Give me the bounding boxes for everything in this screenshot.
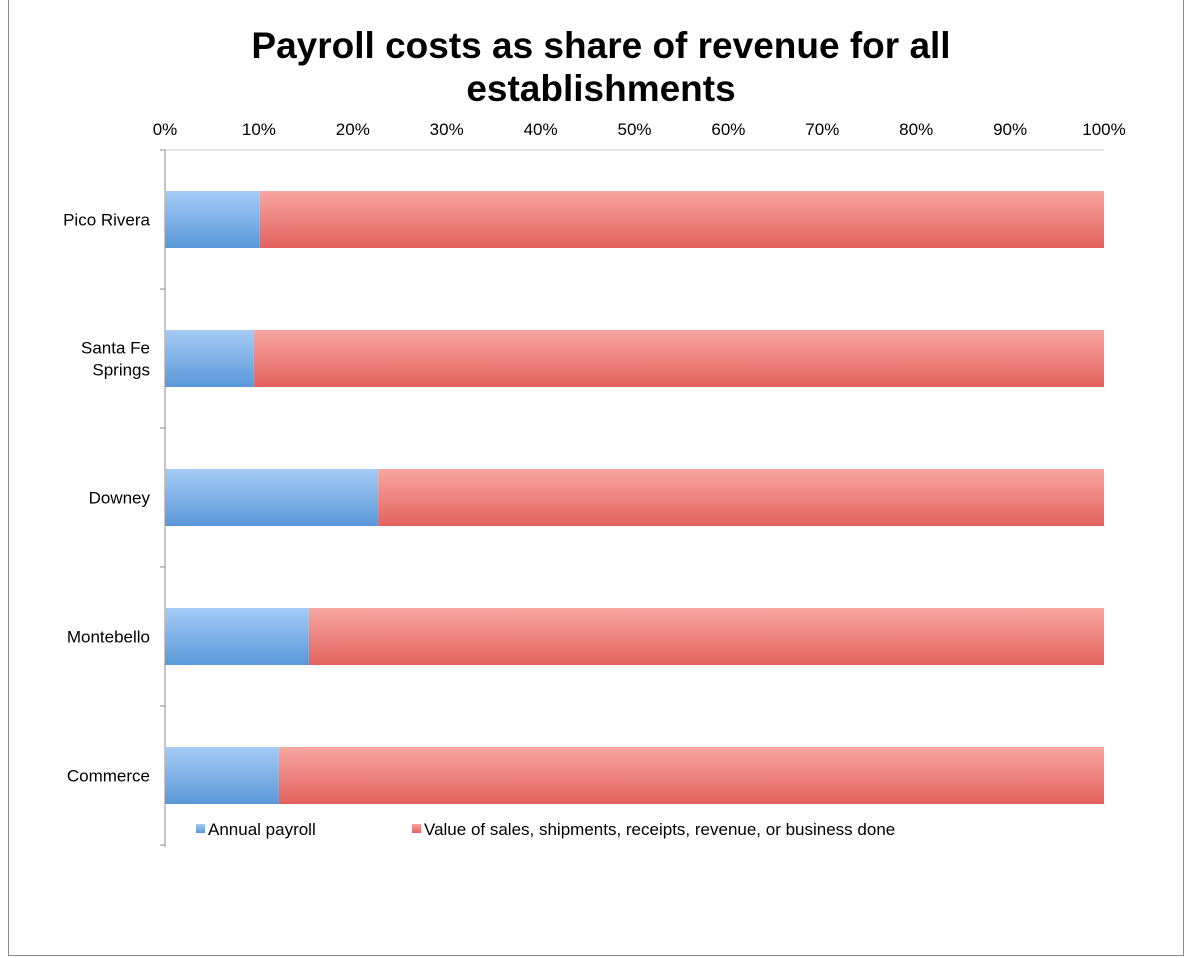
- y-category-label: Pico Rivera: [63, 211, 150, 230]
- x-tick-label: 40%: [524, 120, 558, 139]
- bar-value-of-sales-pico-rivera: [259, 191, 1104, 248]
- legend-swatch-annual-payroll: [196, 824, 205, 833]
- y-category-label: Santa Fe: [81, 339, 150, 358]
- y-axis: Pico Rivera Santa Fe Springs Downey Montebel…: [63, 149, 166, 847]
- bar-annual-payroll-downey: [165, 469, 379, 526]
- chart-title: Payroll costs as share of revenue for al…: [251, 25, 950, 109]
- legend-label: Annual payroll: [208, 820, 316, 839]
- x-tick-label: 20%: [336, 120, 370, 139]
- bar-value-of-sales-montebello: [308, 608, 1104, 665]
- chart-title-line: Payroll costs as share of revenue for al…: [251, 25, 950, 66]
- x-tick-label: 100%: [1082, 120, 1125, 139]
- bar-annual-payroll-santa-fe-springs: [165, 330, 254, 387]
- bar-annual-payroll-commerce: [165, 747, 279, 804]
- y-category-label: Commerce: [67, 767, 150, 786]
- x-tick-label: 10%: [242, 120, 276, 139]
- x-tick-label: 60%: [711, 120, 745, 139]
- y-category-label: Downey: [89, 489, 151, 508]
- bar-annual-payroll-pico-rivera: [165, 191, 260, 248]
- y-category-label: Springs: [92, 361, 150, 380]
- legend-swatch-value-of-sales: [412, 824, 421, 833]
- x-tick-label: 50%: [617, 120, 651, 139]
- x-tick-label: 80%: [899, 120, 933, 139]
- x-axis: 0% 10% 20% 30% 40% 50% 60% 70% 80% 90% 100%: [153, 120, 1126, 151]
- y-category-label: Montebello: [67, 628, 150, 647]
- bar-value-of-sales-santa-fe-springs: [253, 330, 1105, 387]
- bar-annual-payroll-montebello: [165, 608, 309, 665]
- legend: Annual payroll Value of sales, shipments,…: [196, 820, 895, 839]
- x-tick-label: 70%: [805, 120, 839, 139]
- bars: [165, 191, 1105, 804]
- bar-value-of-sales-commerce: [278, 747, 1104, 804]
- bar-value-of-sales-downey: [378, 469, 1104, 526]
- x-tick-label: 0%: [153, 120, 178, 139]
- chart-title-line: establishments: [466, 68, 735, 109]
- legend-label: Value of sales, shipments, receipts, rev…: [424, 820, 895, 839]
- x-tick-label: 30%: [430, 120, 464, 139]
- x-tick-label: 90%: [993, 120, 1027, 139]
